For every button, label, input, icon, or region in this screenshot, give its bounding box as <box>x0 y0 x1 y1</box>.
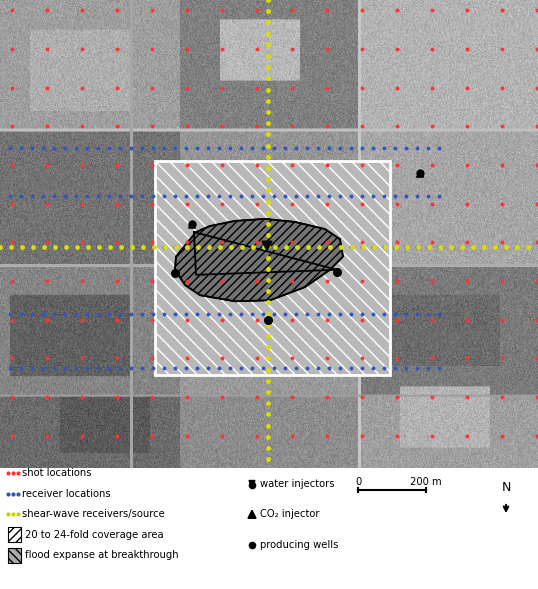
Text: 200 m: 200 m <box>410 477 442 487</box>
Polygon shape <box>249 481 255 487</box>
Bar <box>8 548 21 563</box>
Text: flood expanse at breakthrough: flood expanse at breakthrough <box>25 550 179 560</box>
Text: N: N <box>501 481 511 494</box>
Bar <box>8 527 21 542</box>
Polygon shape <box>416 172 423 177</box>
Text: water injectors: water injectors <box>260 478 335 488</box>
Polygon shape <box>248 510 256 518</box>
Bar <box>155 161 390 375</box>
Polygon shape <box>188 223 195 228</box>
Text: CO₂ injector: CO₂ injector <box>260 509 320 519</box>
Text: shear-wave receivers/source: shear-wave receivers/source <box>22 509 165 519</box>
Bar <box>155 161 390 375</box>
Polygon shape <box>262 241 272 250</box>
Text: shot locations: shot locations <box>22 468 91 478</box>
Text: receiver locations: receiver locations <box>22 489 111 499</box>
Text: 20 to 24-fold coverage area: 20 to 24-fold coverage area <box>25 530 164 540</box>
Text: producing wells: producing wells <box>260 540 338 550</box>
Polygon shape <box>175 219 343 302</box>
Text: 0: 0 <box>355 477 361 487</box>
